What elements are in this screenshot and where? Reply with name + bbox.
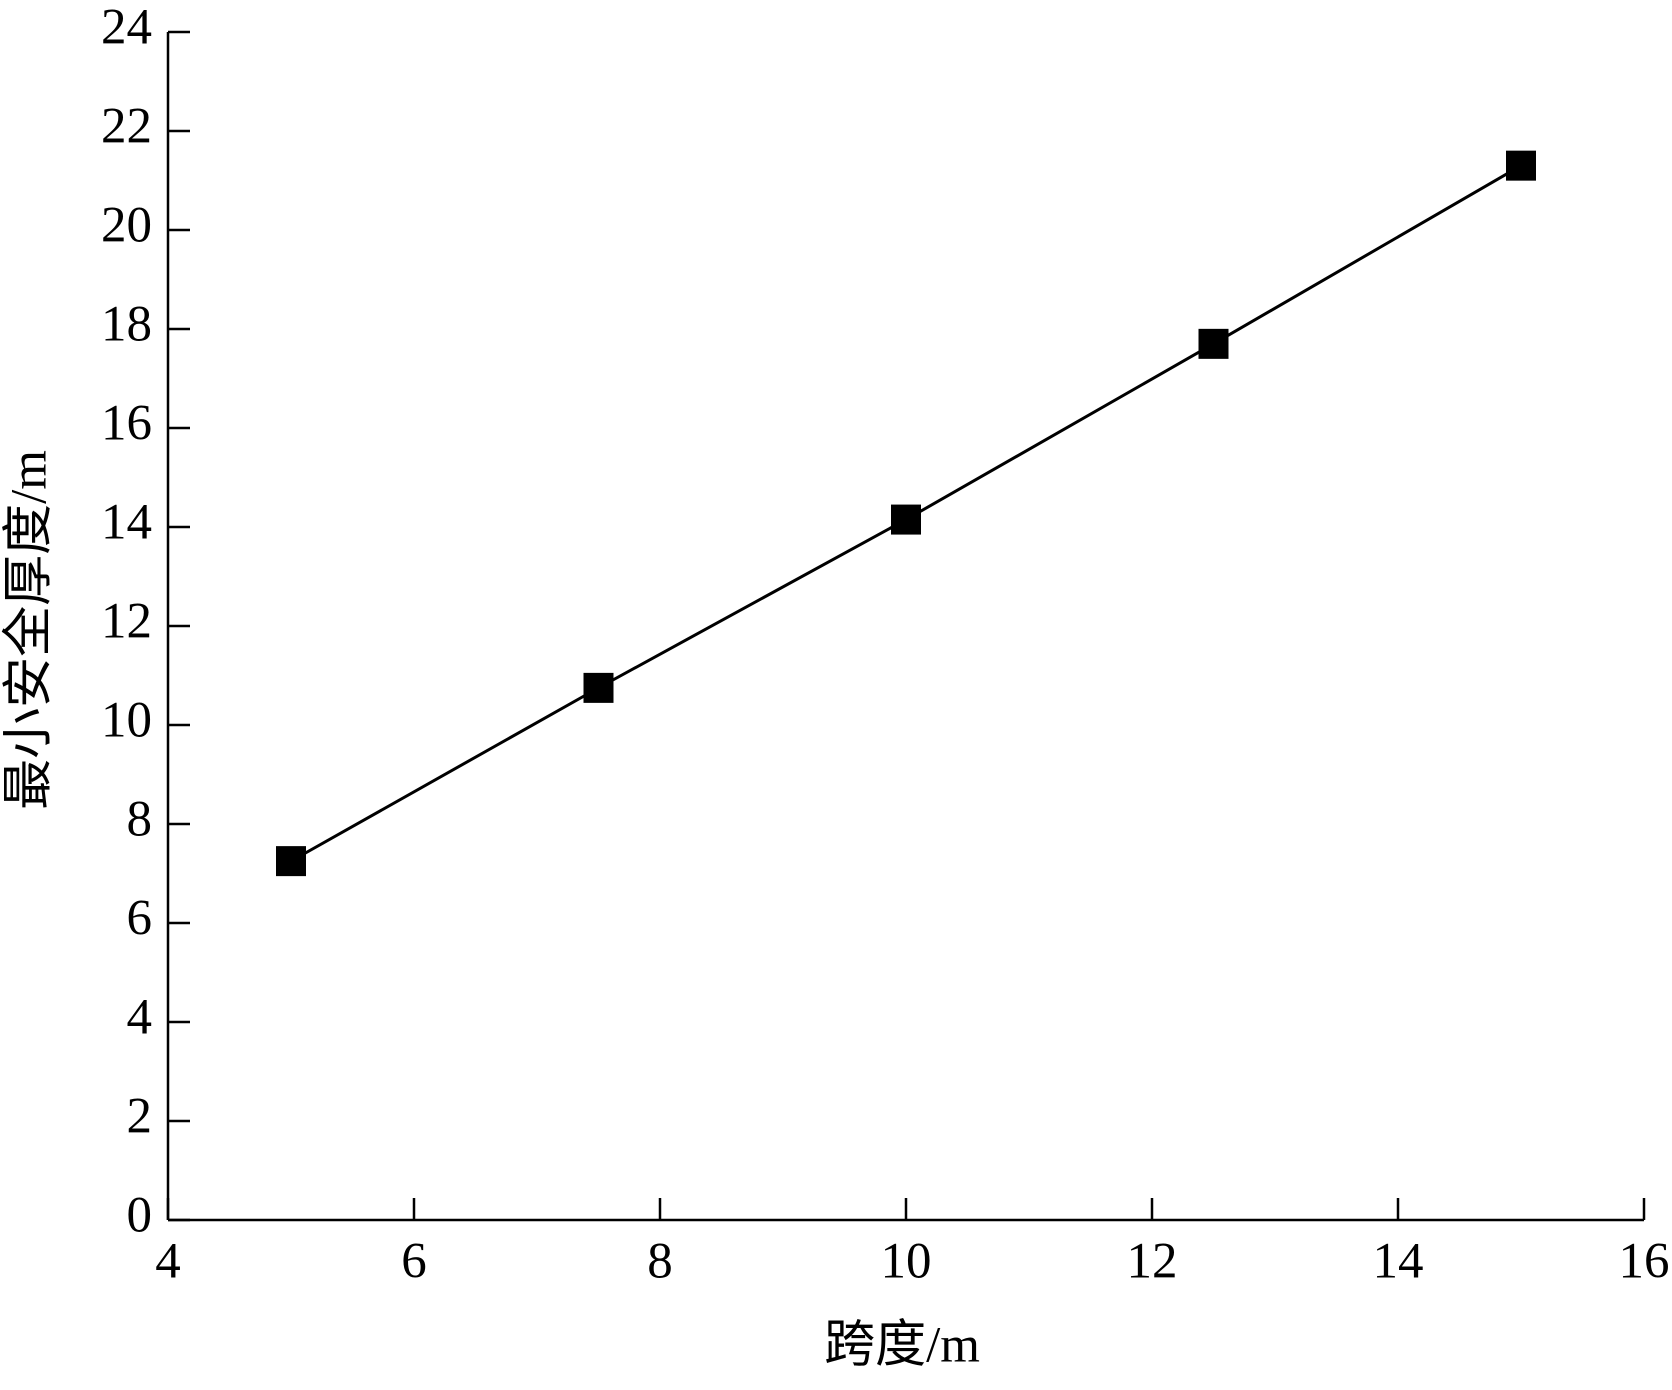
- y-tick-label: 8: [127, 792, 153, 848]
- marker: [276, 846, 306, 877]
- y-tick-label: 12: [101, 594, 152, 650]
- x-axis-label: 跨度/m: [824, 1318, 980, 1374]
- y-tick-label: 18: [101, 297, 152, 353]
- x-tick-label: 10: [881, 1234, 932, 1290]
- x-tick-label: 8: [647, 1234, 673, 1290]
- x-tick-label: 6: [401, 1234, 427, 1290]
- y-tick-label: 0: [127, 1188, 153, 1244]
- marker: [1198, 328, 1229, 359]
- y-tick-label: 24: [101, 0, 152, 56]
- y-tick-label: 20: [101, 198, 152, 254]
- y-axis-label: 最小安全厚度/m: [2, 450, 58, 810]
- y-tick-label: 22: [101, 99, 152, 155]
- x-tick-label: 16: [1619, 1234, 1670, 1290]
- y-tick-label: 4: [127, 990, 153, 1046]
- x-tick-label: 4: [155, 1234, 181, 1290]
- marker: [583, 672, 614, 703]
- y-tick-label: 16: [101, 396, 152, 452]
- marker: [891, 504, 921, 535]
- x-tick-label: 14: [1373, 1234, 1424, 1290]
- y-tick-label: 14: [101, 495, 152, 551]
- y-tick-label: 2: [127, 1089, 153, 1145]
- y-tick-label: 6: [127, 891, 153, 947]
- x-tick-label: 12: [1127, 1234, 1178, 1290]
- y-tick-label: 10: [101, 693, 152, 749]
- marker: [1506, 150, 1536, 181]
